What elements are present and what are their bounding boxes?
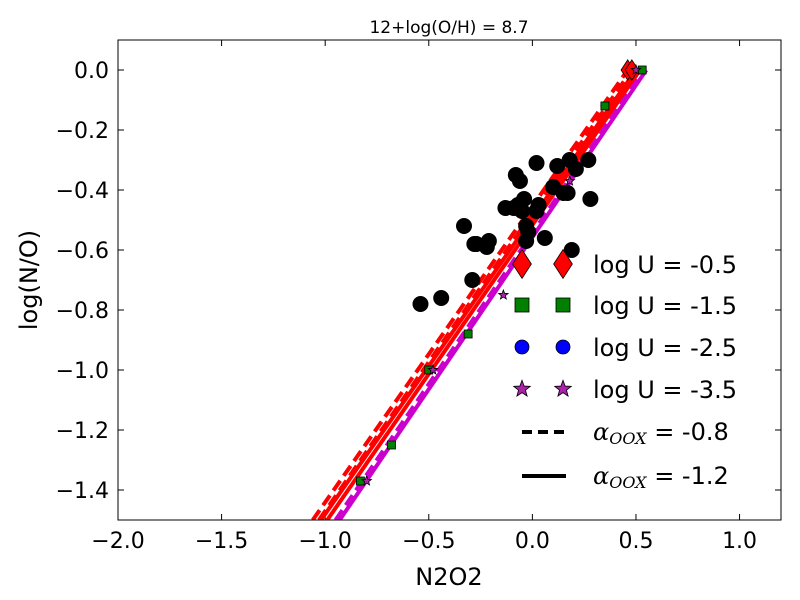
observation-point — [518, 233, 535, 249]
observation-point — [549, 158, 566, 174]
y-axis-ticks: 0.0 −0.2 −0.4 −0.6 −0.8 −1.0 −1.2 −1.4 — [56, 59, 781, 504]
observation-point — [567, 161, 584, 177]
observation-point — [505, 200, 522, 216]
y-axis-title: log(N/O) — [15, 230, 43, 330]
model-line — [311, 68, 630, 520]
legend-marker-diamond — [553, 248, 573, 280]
observation-point — [580, 152, 597, 168]
model-marker-square — [387, 440, 396, 450]
legend-label: log U = -3.5 — [593, 376, 737, 404]
y-tick-label: −1.2 — [56, 419, 109, 444]
observation-point — [478, 239, 495, 255]
model-marker-square — [600, 101, 610, 111]
observation-point — [559, 185, 576, 201]
model-marker-square — [463, 329, 473, 339]
x-tick-label: −1.5 — [195, 529, 248, 554]
observation-point — [433, 290, 450, 306]
y-tick-label: −1.4 — [56, 479, 109, 504]
legend-label: αOOX = -1.2 — [593, 462, 729, 492]
legend-marker-square — [555, 297, 571, 313]
observation-point — [582, 191, 599, 207]
x-tick-label: −2.0 — [91, 529, 144, 554]
x-tick-label: −1.0 — [298, 529, 351, 554]
legend-label: log U = -2.5 — [593, 334, 737, 362]
observation-point — [464, 272, 481, 288]
legend-label: αOOX = -0.8 — [593, 418, 729, 448]
model-marker-star — [563, 174, 576, 186]
y-tick-label: −0.4 — [56, 179, 109, 204]
model-line — [325, 68, 642, 520]
observation-point — [511, 173, 528, 189]
model-lines — [311, 68, 648, 520]
x-axis-ticks: −2.0 −1.5 −1.0 −0.5 0.0 0.5 1.0 — [91, 40, 757, 554]
x-tick-label: 0.5 — [618, 529, 653, 554]
observation-point — [528, 203, 545, 219]
legend-marker-circle — [555, 339, 571, 355]
observation-point — [412, 296, 429, 312]
x-tick-label: 1.0 — [722, 529, 757, 554]
legend-label: log U = -0.5 — [593, 251, 737, 279]
model-marker-star — [427, 363, 439, 375]
legend-marker-star — [512, 379, 532, 397]
observation-points — [412, 152, 599, 312]
legend-marker-star — [553, 379, 573, 397]
plot-frame — [117, 39, 782, 521]
model-marker-star — [497, 288, 510, 300]
model-marker-star — [630, 63, 642, 75]
x-axis-title: N2O2 — [415, 563, 482, 591]
observation-point — [456, 218, 473, 234]
chart-title: 12+log(O/H) = 8.7 — [369, 18, 528, 38]
legend-label: log U = -1.5 — [593, 292, 737, 320]
y-tick-label: −0.6 — [56, 239, 109, 264]
y-tick-label: −0.8 — [56, 299, 109, 324]
model-markers — [356, 59, 647, 486]
x-tick-label: −0.5 — [402, 529, 455, 554]
model-marker-star — [360, 474, 373, 486]
legend: log U = -0.5 log U = -1.5 log U = -2.5 log … — [512, 248, 737, 492]
y-tick-label: −0.2 — [56, 119, 109, 144]
observation-point — [563, 242, 580, 258]
plot-area — [311, 59, 648, 520]
legend-marker-diamond — [512, 248, 532, 280]
legend-marker-circle — [514, 339, 530, 355]
y-tick-label: 0.0 — [74, 59, 109, 84]
observation-point — [528, 155, 545, 171]
y-tick-label: −1.0 — [56, 359, 109, 384]
model-line — [319, 68, 638, 520]
legend-marker-square — [514, 297, 530, 313]
observation-point — [536, 230, 553, 246]
x-tick-label: 0.0 — [515, 529, 550, 554]
